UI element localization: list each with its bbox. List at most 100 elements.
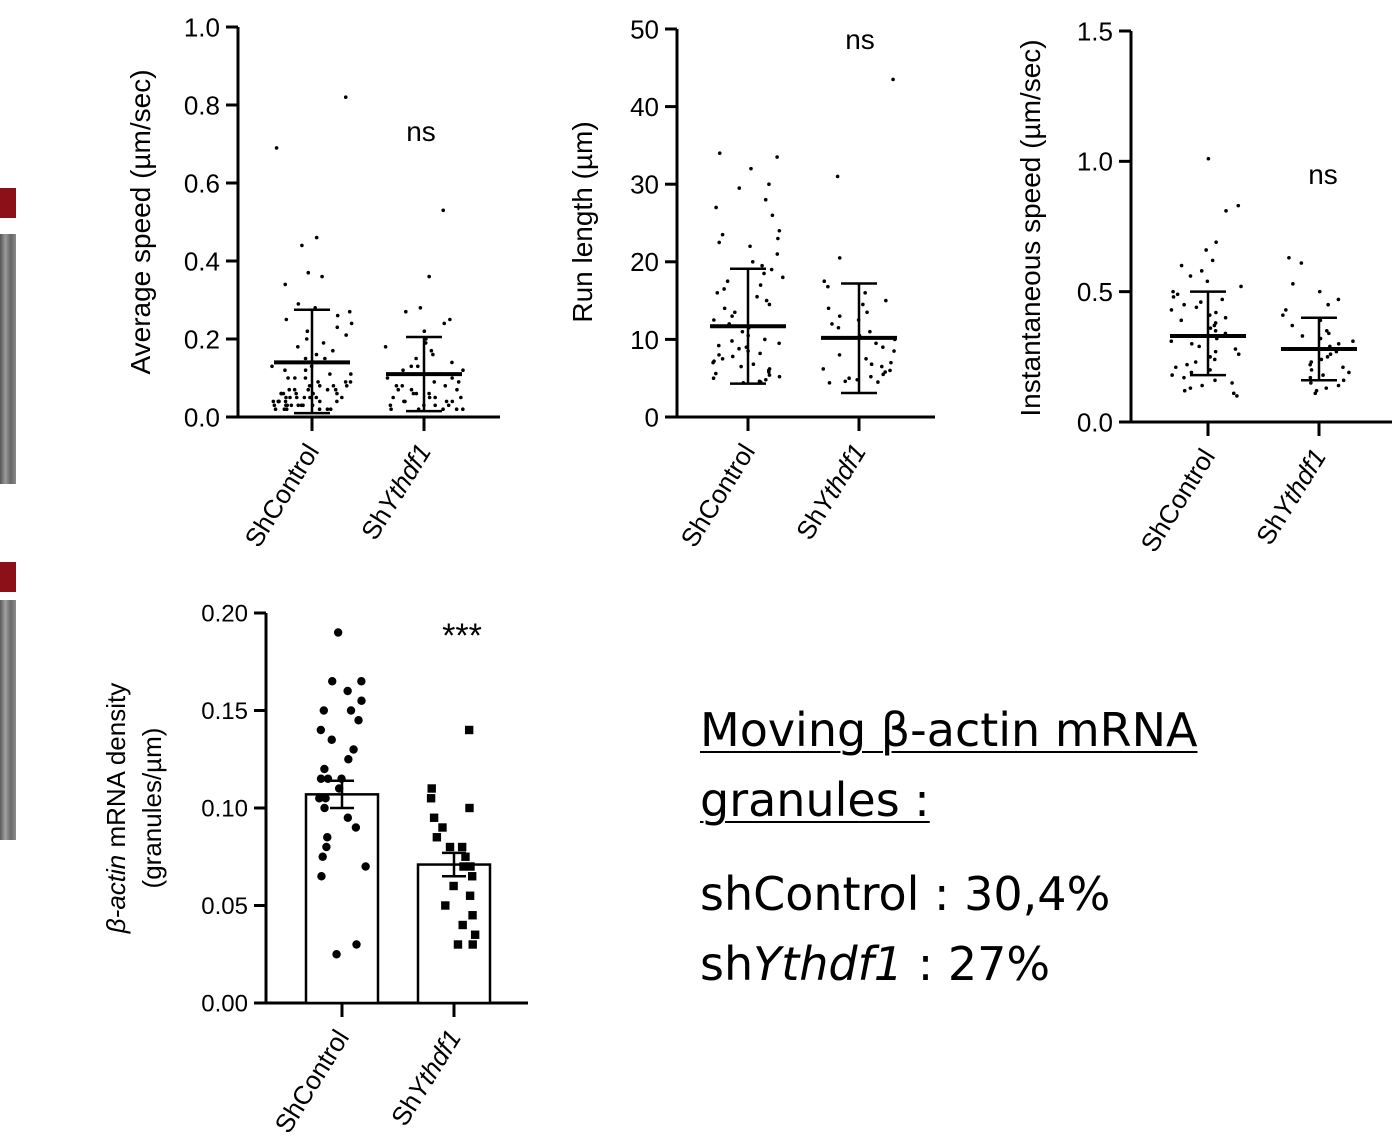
chart-run-length-point [775, 252, 780, 256]
chart-run-length-point [884, 298, 888, 303]
chart-density-x-tick-label: ShYthdf1 [385, 1024, 467, 1131]
chart-average-speed-point [335, 313, 340, 318]
chart-average-speed-x-tick-label: ShYthdf1 [355, 438, 437, 545]
chart-average-speed-point [286, 376, 290, 380]
chart-instantaneous-speed-point [1182, 302, 1186, 307]
chart-density-point [322, 842, 331, 852]
chart-run-length-point [876, 380, 880, 384]
chart-run-length-point [883, 370, 888, 374]
chart-average-speed-point [389, 407, 393, 412]
chart-average-speed-point [287, 387, 292, 392]
chart-run-length-point [767, 373, 772, 377]
chart-run-length-point [847, 376, 851, 381]
chart-run-length-point [881, 372, 886, 377]
chart-average-speed-point [427, 274, 431, 279]
chart-instantaneous-speed-point [1309, 381, 1313, 385]
chart-instantaneous-speed-point [1193, 360, 1198, 364]
chart-average-speed-point [396, 387, 401, 392]
chart-density-point [468, 911, 477, 920]
chart-average-speed-x-tick-label: ShControl [238, 438, 325, 552]
chart-average-speed-y-label: Average speed (µm/sec) [125, 69, 156, 374]
chart-density-point [315, 794, 324, 803]
chart-run-length-point [755, 294, 759, 299]
chart-run-length-point [758, 283, 763, 287]
chart-density-point [344, 755, 353, 764]
chart-average-speed-point [433, 403, 437, 408]
chart-run-length-y-label: Run length (µm) [567, 121, 598, 322]
chart-instantaneous-speed-point [1189, 370, 1194, 375]
chart-average-speed-point [304, 337, 309, 341]
chart-run-length-point [740, 329, 745, 334]
chart-average-speed-point [288, 395, 292, 400]
image-strip-red-top [0, 188, 16, 218]
chart-instantaneous-speed-point [1189, 342, 1194, 346]
chart-instantaneous-speed-x-tick-label: ShControl [1134, 443, 1221, 557]
chart-instantaneous-speed-point [1213, 349, 1218, 354]
chart-density-point [320, 803, 329, 813]
chart-run-length-point [730, 314, 734, 318]
chart-run-length-point [822, 279, 827, 284]
chart-run-length-point [712, 318, 716, 322]
chart-run-length-point [861, 302, 865, 307]
chart-average-speed-point [459, 395, 463, 400]
chart-average-speed-point [294, 391, 298, 396]
chart-average-speed-point [441, 208, 446, 213]
chart-average-speed-point [335, 399, 339, 404]
chart-instantaneous-speed-point [1239, 284, 1243, 289]
chart-density-y-tick-label: 0.00 [201, 991, 248, 1018]
chart-instantaneous-speed-point [1223, 315, 1228, 320]
chart-instantaneous-speed-y-tick-label: 1.5 [1077, 16, 1113, 46]
chart-average-speed-point [349, 372, 353, 376]
chart-instantaneous-speed-point [1284, 308, 1288, 312]
chart-average-speed-point [455, 387, 459, 392]
chart-average-speed-point [283, 399, 288, 404]
chart-average-speed-point [294, 395, 299, 400]
chart-average-speed-point [344, 333, 348, 337]
chart-instantaneous-speed-point [1208, 326, 1213, 330]
chart-average-speed-point [422, 329, 427, 334]
chart-density-point [318, 852, 327, 861]
chart-average-speed-point [427, 395, 432, 400]
chart-instantaneous-speed-point [1188, 386, 1193, 390]
chart-run-length-point [826, 284, 830, 289]
chart-average-speed-point [293, 376, 297, 380]
chart-run-length-point [843, 379, 848, 384]
chart-run-length-point [737, 346, 741, 351]
chart-run-length-x-tick-label: ShYthdf1 [790, 438, 872, 545]
chart-instantaneous-speed-significance: ns [1308, 159, 1338, 190]
chart-run-length-point [776, 236, 780, 241]
chart-instantaneous-speed-point [1299, 261, 1304, 265]
chart-average-speed-point [461, 368, 465, 373]
chart-density-point [459, 862, 468, 871]
chart-run-length-point [770, 213, 775, 218]
chart-instantaneous-speed-point [1341, 365, 1345, 370]
chart-average-speed-point [279, 391, 284, 396]
chart-density-point [357, 677, 366, 686]
chart-run-length-y-tick-label: 50 [630, 14, 659, 44]
chart-average-speed-point [335, 391, 339, 396]
chart-average-speed-point [303, 356, 308, 361]
chart-density-point [449, 881, 458, 891]
chart-run-length-point [748, 244, 752, 249]
chart-run-length-point [720, 357, 725, 361]
chart-density-y-tick-label: 0.10 [201, 796, 248, 823]
chart-instantaneous-speed-point [1204, 248, 1208, 252]
chart-run-length-point [763, 337, 767, 342]
chart-run-length-point [826, 306, 831, 311]
chart-average-speed-point [300, 243, 304, 248]
chart-instantaneous-speed-point [1300, 334, 1305, 338]
chart-run-length-point [760, 263, 764, 268]
chart-run-length-point [717, 151, 722, 155]
chart-average-speed-point [272, 403, 277, 408]
summary-text-block: Moving β-actin mRNA granules : shControl… [700, 695, 1240, 999]
chart-average-speed-point [323, 356, 327, 361]
chart-average-speed-point [306, 270, 311, 275]
chart-average-speed-point [284, 395, 288, 400]
chart-instantaneous-speed-point [1220, 297, 1225, 302]
chart-average-speed-point [441, 407, 445, 412]
chart-average-speed-point [401, 368, 405, 373]
chart-density-point [467, 872, 477, 881]
chart-density-point [464, 725, 474, 735]
chart-average-speed-point [303, 368, 308, 373]
chart-instantaneous-speed-point [1336, 383, 1341, 388]
